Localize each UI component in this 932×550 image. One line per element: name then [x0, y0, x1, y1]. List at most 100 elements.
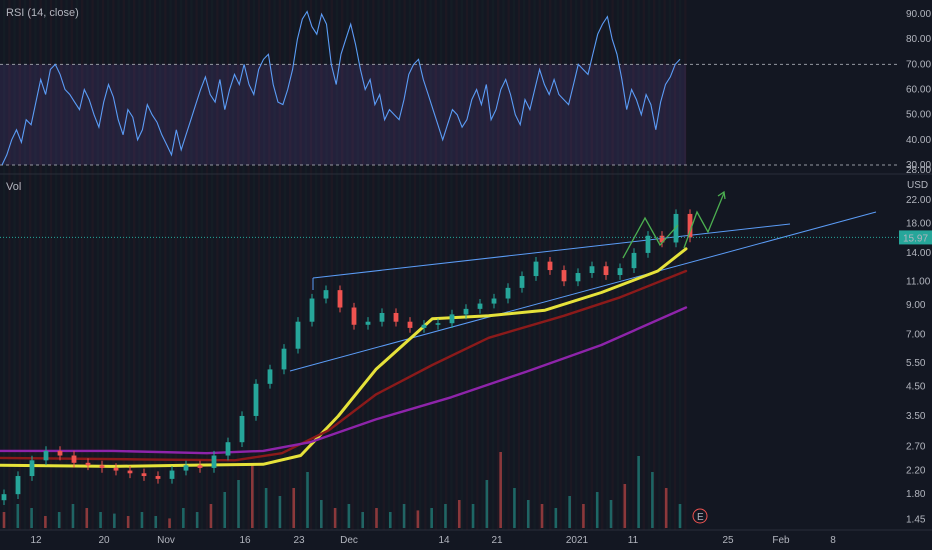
candle[interactable] — [491, 298, 497, 304]
candle[interactable] — [29, 460, 35, 477]
background-stripe — [538, 0, 541, 530]
candle[interactable] — [575, 273, 581, 282]
time-tick-label: 2021 — [566, 535, 589, 546]
candle[interactable] — [379, 312, 385, 322]
candle[interactable] — [15, 476, 21, 495]
candle[interactable] — [393, 312, 399, 322]
rsi-tick-label: 40.00 — [906, 135, 931, 146]
candle[interactable] — [631, 252, 637, 269]
background-stripe — [367, 0, 370, 530]
candle[interactable] — [155, 476, 161, 479]
projection-path-2[interactable] — [683, 192, 725, 249]
candle[interactable] — [141, 473, 147, 477]
background-stripe — [408, 0, 411, 530]
candle[interactable] — [673, 213, 679, 243]
background-stripe — [278, 0, 281, 530]
candle[interactable] — [127, 470, 133, 474]
background-stripe — [569, 0, 573, 530]
time-tick-label: 11 — [628, 535, 639, 546]
candle[interactable] — [323, 290, 329, 299]
rsi-tick-label: 28.00 — [906, 165, 931, 176]
candle[interactable] — [407, 321, 413, 328]
candle[interactable] — [239, 415, 245, 443]
background-stripe — [668, 0, 671, 530]
background-stripe — [564, 0, 567, 530]
background-stripe — [517, 0, 521, 530]
volume-bar — [554, 508, 558, 528]
volume-bar — [347, 504, 351, 528]
candle[interactable] — [645, 235, 651, 253]
candle[interactable] — [99, 465, 105, 468]
background-stripe — [304, 0, 307, 530]
price-tick-label: 1.80 — [906, 489, 926, 500]
candle[interactable] — [561, 270, 567, 282]
candle[interactable] — [617, 268, 623, 276]
moving-average-1[interactable] — [0, 269, 688, 462]
candle[interactable] — [603, 266, 609, 276]
rsi-indicator-title[interactable]: RSI (14, close) — [6, 7, 79, 19]
candle[interactable] — [57, 450, 63, 456]
background-stripe — [325, 0, 328, 530]
price-tick-label: 4.50 — [906, 381, 926, 392]
background-stripe — [621, 0, 625, 530]
candle[interactable] — [659, 235, 665, 243]
candle[interactable] — [295, 321, 301, 349]
price-tick-label: 1.45 — [906, 515, 926, 526]
volume-indicator-title[interactable]: Vol — [6, 181, 22, 193]
background-stripe — [606, 0, 609, 530]
candle[interactable] — [71, 455, 77, 463]
candle[interactable] — [519, 276, 525, 288]
candle[interactable] — [267, 369, 273, 384]
candle[interactable] — [533, 261, 539, 277]
upper-trendline[interactable] — [312, 223, 791, 279]
candle[interactable] — [169, 470, 175, 479]
background-stripe — [29, 0, 32, 530]
candle[interactable] — [435, 323, 441, 325]
background-stripe — [70, 0, 73, 530]
candle[interactable] — [211, 455, 217, 468]
candle[interactable] — [253, 383, 259, 416]
background-stripe — [159, 0, 162, 530]
candle[interactable] — [197, 465, 203, 468]
candle[interactable] — [463, 308, 469, 315]
candle[interactable] — [365, 321, 371, 325]
earnings-marker[interactable] — [692, 508, 708, 524]
background-stripe — [434, 0, 437, 530]
candle[interactable] — [183, 465, 189, 471]
background-stripe — [497, 0, 500, 530]
candle[interactable] — [351, 307, 357, 325]
volume-bar — [664, 488, 668, 528]
candle[interactable] — [421, 324, 427, 328]
background-stripe — [273, 0, 276, 530]
candle[interactable] — [687, 213, 693, 238]
candle[interactable] — [281, 348, 287, 370]
lower-trendline[interactable] — [289, 211, 877, 372]
time-tick-label: 25 — [722, 535, 734, 546]
candle[interactable] — [1, 494, 7, 501]
candle[interactable] — [43, 450, 49, 461]
candle[interactable] — [589, 266, 595, 274]
price-tick-label: 2.70 — [906, 441, 926, 452]
candle[interactable] — [113, 467, 119, 471]
last-price-tag — [899, 230, 932, 245]
background-stripe — [91, 0, 94, 530]
background-stripe — [96, 0, 99, 530]
moving-average-2[interactable] — [0, 306, 688, 455]
candle[interactable] — [309, 298, 315, 322]
volume-bar — [154, 516, 158, 528]
candle[interactable] — [85, 462, 91, 466]
candle[interactable] — [449, 314, 455, 324]
candle[interactable] — [505, 287, 511, 299]
rsi-line[interactable] — [1, 10, 681, 166]
volume-bar — [457, 500, 461, 528]
background-stripe — [580, 0, 583, 530]
moving-average-0[interactable] — [0, 247, 688, 468]
background-stripe — [502, 0, 505, 530]
projection-path-1[interactable] — [622, 216, 679, 259]
candle[interactable] — [477, 303, 483, 309]
candle[interactable] — [337, 290, 343, 308]
candle[interactable] — [547, 261, 553, 271]
candle[interactable] — [225, 442, 231, 456]
